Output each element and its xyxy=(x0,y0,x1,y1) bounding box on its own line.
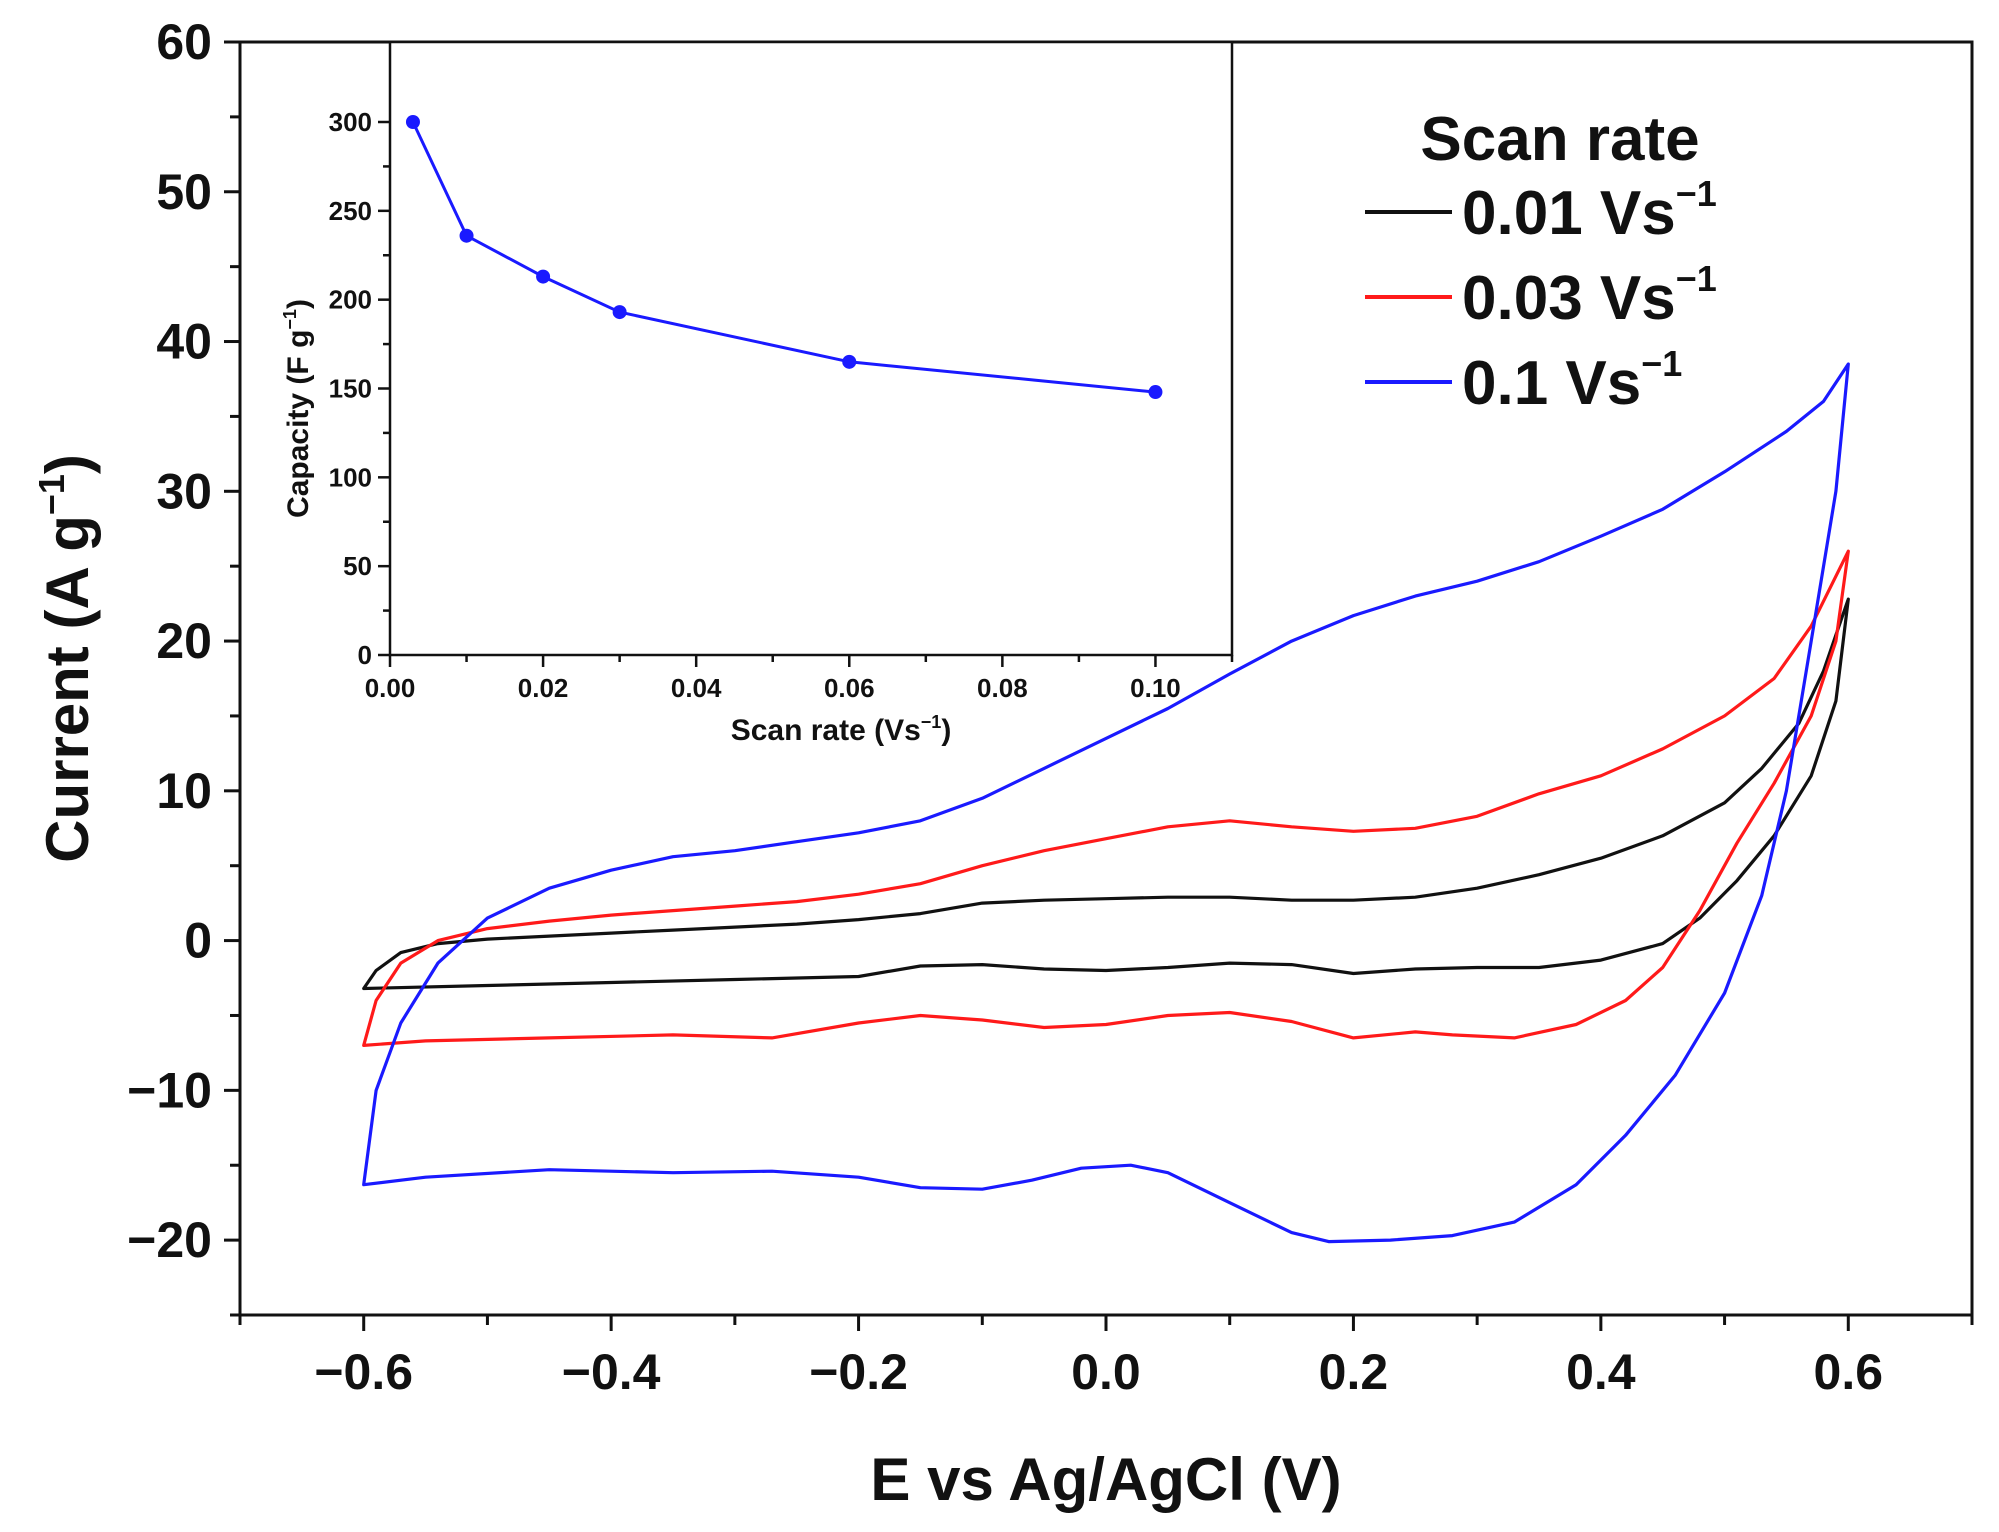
inset-x-tick-label: 0.10 xyxy=(1130,673,1181,703)
inset-plot-frame xyxy=(388,40,1234,657)
inset-x-axis-label-text: Scan rate (Vs xyxy=(731,714,921,747)
main-y-axis-label-superscript: −1 xyxy=(31,474,72,515)
inset-y-tick-label: 300 xyxy=(329,107,372,137)
main-x-tick-label: −0.4 xyxy=(562,1344,661,1400)
cv-curve-1 xyxy=(362,549,1850,1047)
main-y-axis-label-text: Current (A g xyxy=(34,515,101,863)
inset-y-tick-label: 250 xyxy=(329,196,372,226)
inset-y-tick-label: 200 xyxy=(329,285,372,315)
main-x-tick-label: 0.0 xyxy=(1071,1344,1141,1400)
main-x-tick-label: −0.6 xyxy=(314,1344,413,1400)
legend-label-superscript: −1 xyxy=(1641,343,1682,384)
main-y-axis-label-close: ) xyxy=(34,454,101,474)
legend-label-superscript: −1 xyxy=(1676,258,1717,299)
inset-x-axis-label-superscript: −1 xyxy=(921,712,942,732)
inset-y-tick-label: 50 xyxy=(343,551,372,581)
inset-y-axis-label-text: Capacity (F g xyxy=(282,330,315,518)
inset-capacity-line xyxy=(411,121,1156,394)
inset-x-axis-label: Scan rate (Vs−1) xyxy=(731,712,952,747)
legend-label-text: 0.1 Vs xyxy=(1462,349,1641,418)
main-series-group xyxy=(362,362,1850,1244)
legend-label-2: 0.1 Vs−1 xyxy=(1462,343,1682,418)
inset-data-point xyxy=(1148,385,1163,400)
inset-series-group xyxy=(405,115,1163,400)
legend-label-text: 0.01 Vs xyxy=(1462,179,1676,248)
main-x-tick-label: 0.6 xyxy=(1814,1344,1884,1400)
main-y-tick-label: −10 xyxy=(127,1062,212,1118)
main-x-axis-label: E vs Ag/AgCl (V) xyxy=(870,1446,1341,1513)
inset-y-axis-label-close: ) xyxy=(282,299,315,309)
main-y-tick-label: 50 xyxy=(156,164,212,220)
legend: Scan rate 0.01 Vs−10.03 Vs−10.1 Vs−1 xyxy=(1365,105,1717,418)
inset-x-tick-label: 0.00 xyxy=(365,673,416,703)
cv-curve-2 xyxy=(362,362,1850,1244)
main-x-tick-label: −0.2 xyxy=(809,1344,908,1400)
main-y-tick-label: 30 xyxy=(156,463,212,519)
main-axis-ticks: −0.6 −0.4 −0.2 0.0 0.2 0.4 0.6−20−100102030405… xyxy=(127,14,1974,1400)
main-y-tick-label: 0 xyxy=(184,913,212,969)
main-y-tick-label: 60 xyxy=(156,14,212,70)
main-y-tick-label: 40 xyxy=(156,314,212,370)
inset-data-point xyxy=(612,305,627,320)
main-y-tick-label: −20 xyxy=(127,1212,212,1268)
cv-curve-0 xyxy=(362,597,1850,991)
inset-x-tick-label: 0.04 xyxy=(671,673,722,703)
inset-data-point xyxy=(459,228,474,243)
inset-x-axis-label-close: ) xyxy=(941,714,951,747)
inset-data-point xyxy=(842,354,857,369)
inset-x-tick-label: 0.08 xyxy=(977,673,1028,703)
inset-axis-ticks: 0.00 0.02 0.04 0.06 0.08 0.10 0 50 100 150 200 250 3… xyxy=(329,107,1234,703)
inset-background xyxy=(390,42,1232,655)
main-y-axis-label: Current (A g−1) xyxy=(31,454,101,863)
main-y-tick-label: 20 xyxy=(156,613,212,669)
legend-label-1: 0.03 Vs−1 xyxy=(1462,258,1717,333)
legend-label-text: 0.03 Vs xyxy=(1462,264,1676,333)
inset-y-tick-label: 150 xyxy=(329,374,372,404)
inset-y-tick-label: 0 xyxy=(358,640,372,670)
main-x-tick-label: 0.4 xyxy=(1566,1344,1636,1400)
inset-data-point xyxy=(536,269,551,284)
inset-y-axis-label: Capacity (F g−1) xyxy=(280,299,315,518)
inset-y-axis-label-superscript: −1 xyxy=(280,309,300,330)
inset-x-tick-label: 0.06 xyxy=(824,673,875,703)
inset-y-tick-label: 100 xyxy=(329,462,372,492)
inset-x-tick-label: 0.02 xyxy=(518,673,569,703)
legend-title: Scan rate xyxy=(1420,105,1699,174)
legend-label-superscript: −1 xyxy=(1676,173,1717,214)
inset-data-point xyxy=(405,115,420,129)
legend-label-0: 0.01 Vs−1 xyxy=(1462,173,1717,248)
main-x-tick-label: 0.2 xyxy=(1319,1344,1389,1400)
main-y-tick-label: 10 xyxy=(156,763,212,819)
